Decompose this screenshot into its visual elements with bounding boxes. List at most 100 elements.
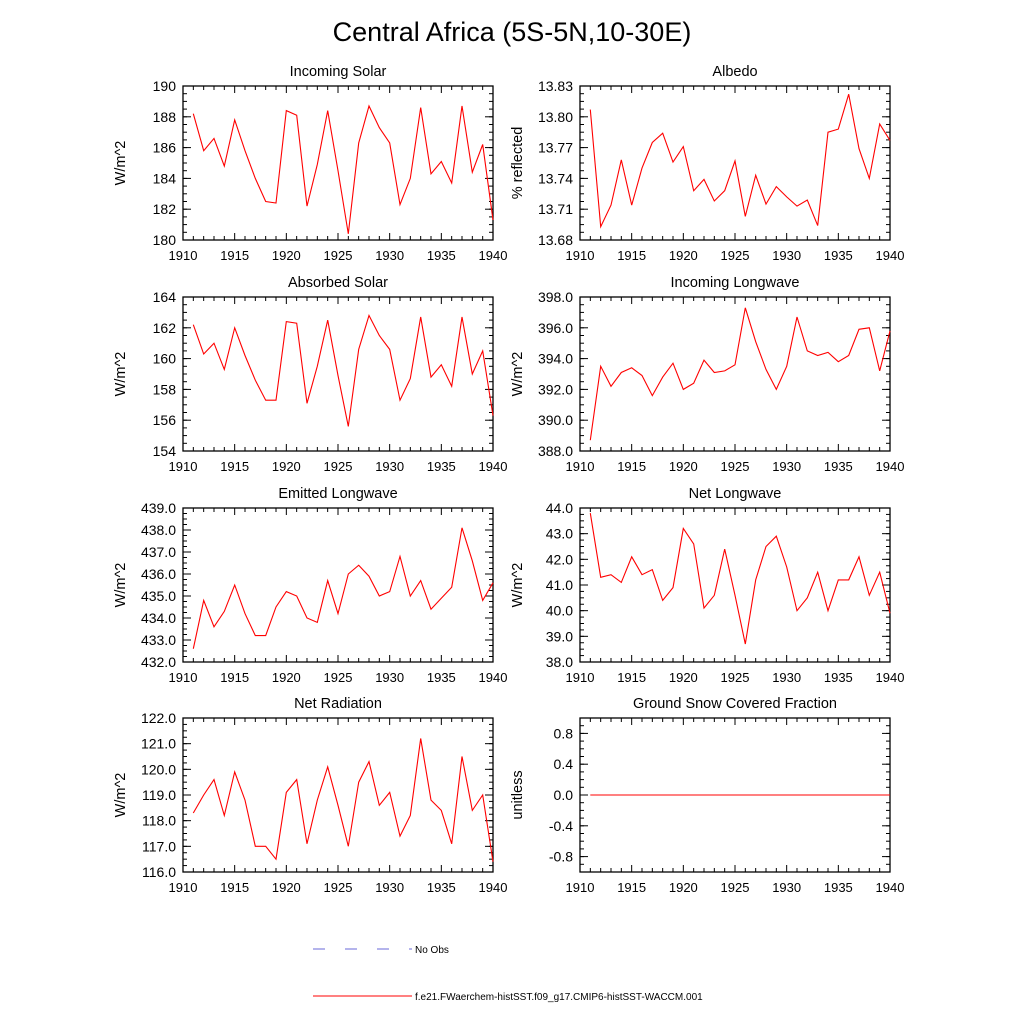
data-point — [285, 791, 287, 793]
y-tick-label: 43.0 — [546, 526, 573, 542]
data-point — [744, 307, 746, 309]
x-tick-label: 1940 — [479, 248, 508, 263]
y-tick-label: 117.0 — [142, 838, 176, 854]
y-tick-label: 182 — [153, 201, 177, 217]
data-point — [409, 595, 411, 597]
y-tick-label: 0.8 — [554, 725, 574, 741]
y-tick-label: 394.0 — [538, 351, 573, 367]
data-point — [285, 109, 287, 111]
data-point — [816, 794, 818, 796]
data-point — [223, 610, 225, 612]
x-tick-label: 1920 — [669, 670, 698, 685]
data-point — [878, 370, 880, 372]
y-tick-label: 121.0 — [141, 736, 176, 752]
data-point — [316, 621, 318, 623]
panel-4: 1910 1915 1920 1925 1930 1935 1940 388.0 390.0 39… — [510, 275, 904, 474]
y-tick-label: 434.0 — [141, 610, 176, 626]
data-point — [471, 373, 473, 375]
data-point — [192, 113, 194, 115]
x-tick-label: 1910 — [566, 459, 595, 474]
data-point — [409, 177, 411, 179]
y-tick-label: 13.68 — [538, 232, 573, 248]
data-point — [430, 173, 432, 175]
data-point — [337, 170, 339, 172]
data-point — [868, 594, 870, 596]
data-point — [858, 794, 860, 796]
data-point — [641, 794, 643, 796]
data-point — [651, 794, 653, 796]
data-point — [326, 579, 328, 581]
data-point — [213, 342, 215, 344]
data-point — [816, 571, 818, 573]
data-point — [233, 119, 235, 121]
data-point — [295, 778, 297, 780]
data-point — [295, 595, 297, 597]
data-point — [430, 608, 432, 610]
x-tick-label: 1925 — [324, 459, 353, 474]
data-point — [440, 809, 442, 811]
y-tick-label: 13.77 — [538, 140, 573, 156]
data-point — [641, 574, 643, 576]
data-point — [213, 778, 215, 780]
x-tick-label: 1930 — [375, 880, 404, 895]
y-tick-label: 118.0 — [142, 813, 176, 829]
y-tick-label: 154 — [153, 443, 177, 459]
data-point — [254, 177, 256, 179]
y-tick-label: 436.0 — [141, 566, 176, 582]
data-point — [713, 794, 715, 796]
series-line — [589, 513, 891, 645]
y-tick-label: 390.0 — [538, 412, 573, 428]
data-point — [275, 399, 277, 401]
panel-title: Incoming Longwave — [671, 275, 800, 291]
x-tick-label: 1920 — [272, 459, 301, 474]
data-point — [651, 141, 653, 143]
data-point — [672, 586, 674, 588]
y-tick-label: 439.0 — [141, 500, 176, 516]
data-point — [409, 377, 411, 379]
data-point — [357, 564, 359, 566]
y-tick-label: 13.80 — [538, 109, 573, 125]
panel-title: Absorbed Solar — [288, 275, 388, 291]
data-point — [213, 137, 215, 139]
data-point — [492, 414, 494, 416]
data-point — [796, 794, 798, 796]
data-point — [889, 794, 891, 796]
data-point — [254, 379, 256, 381]
data-point — [682, 527, 684, 529]
data-point — [610, 794, 612, 796]
data-point — [723, 794, 725, 796]
x-tick-label: 1920 — [272, 248, 301, 263]
data-point — [388, 791, 390, 793]
y-tick-label: 162 — [153, 320, 177, 336]
data-point — [682, 145, 684, 147]
panel-title: Net Longwave — [689, 486, 782, 502]
y-tick-label: 160 — [153, 351, 177, 367]
plot-frame — [182, 507, 494, 663]
data-point — [233, 771, 235, 773]
data-point — [244, 354, 246, 356]
y-tick-label: 156 — [153, 412, 177, 428]
panel-3: 1910 1915 1920 1925 1930 1935 1940 154 156 158 160… — [113, 275, 507, 474]
data-point — [734, 794, 736, 796]
data-point — [471, 809, 473, 811]
x-tick-label: 1930 — [375, 459, 404, 474]
x-tick-label: 1935 — [824, 459, 853, 474]
x-tick-label: 1910 — [169, 248, 198, 263]
data-point — [461, 755, 463, 757]
x-tick-label: 1910 — [169, 459, 198, 474]
data-point — [223, 165, 225, 167]
data-point — [806, 350, 808, 352]
y-tick-label: 41.0 — [546, 577, 573, 593]
data-point — [430, 799, 432, 801]
data-point — [419, 106, 421, 108]
legend-model-label: f.e21.FWaerchem-histSST.f09_g17.CMIP6-hi… — [415, 992, 703, 1003]
x-tick-label: 1935 — [427, 459, 456, 474]
data-point — [672, 362, 674, 364]
x-tick-label: 1925 — [721, 459, 750, 474]
panel-6: 1910 1915 1920 1925 1930 1935 1940 38.0 39.0 40.0… — [510, 486, 904, 685]
data-point — [337, 374, 339, 376]
plot-frame — [579, 507, 891, 663]
data-point — [868, 177, 870, 179]
data-point — [744, 215, 746, 217]
